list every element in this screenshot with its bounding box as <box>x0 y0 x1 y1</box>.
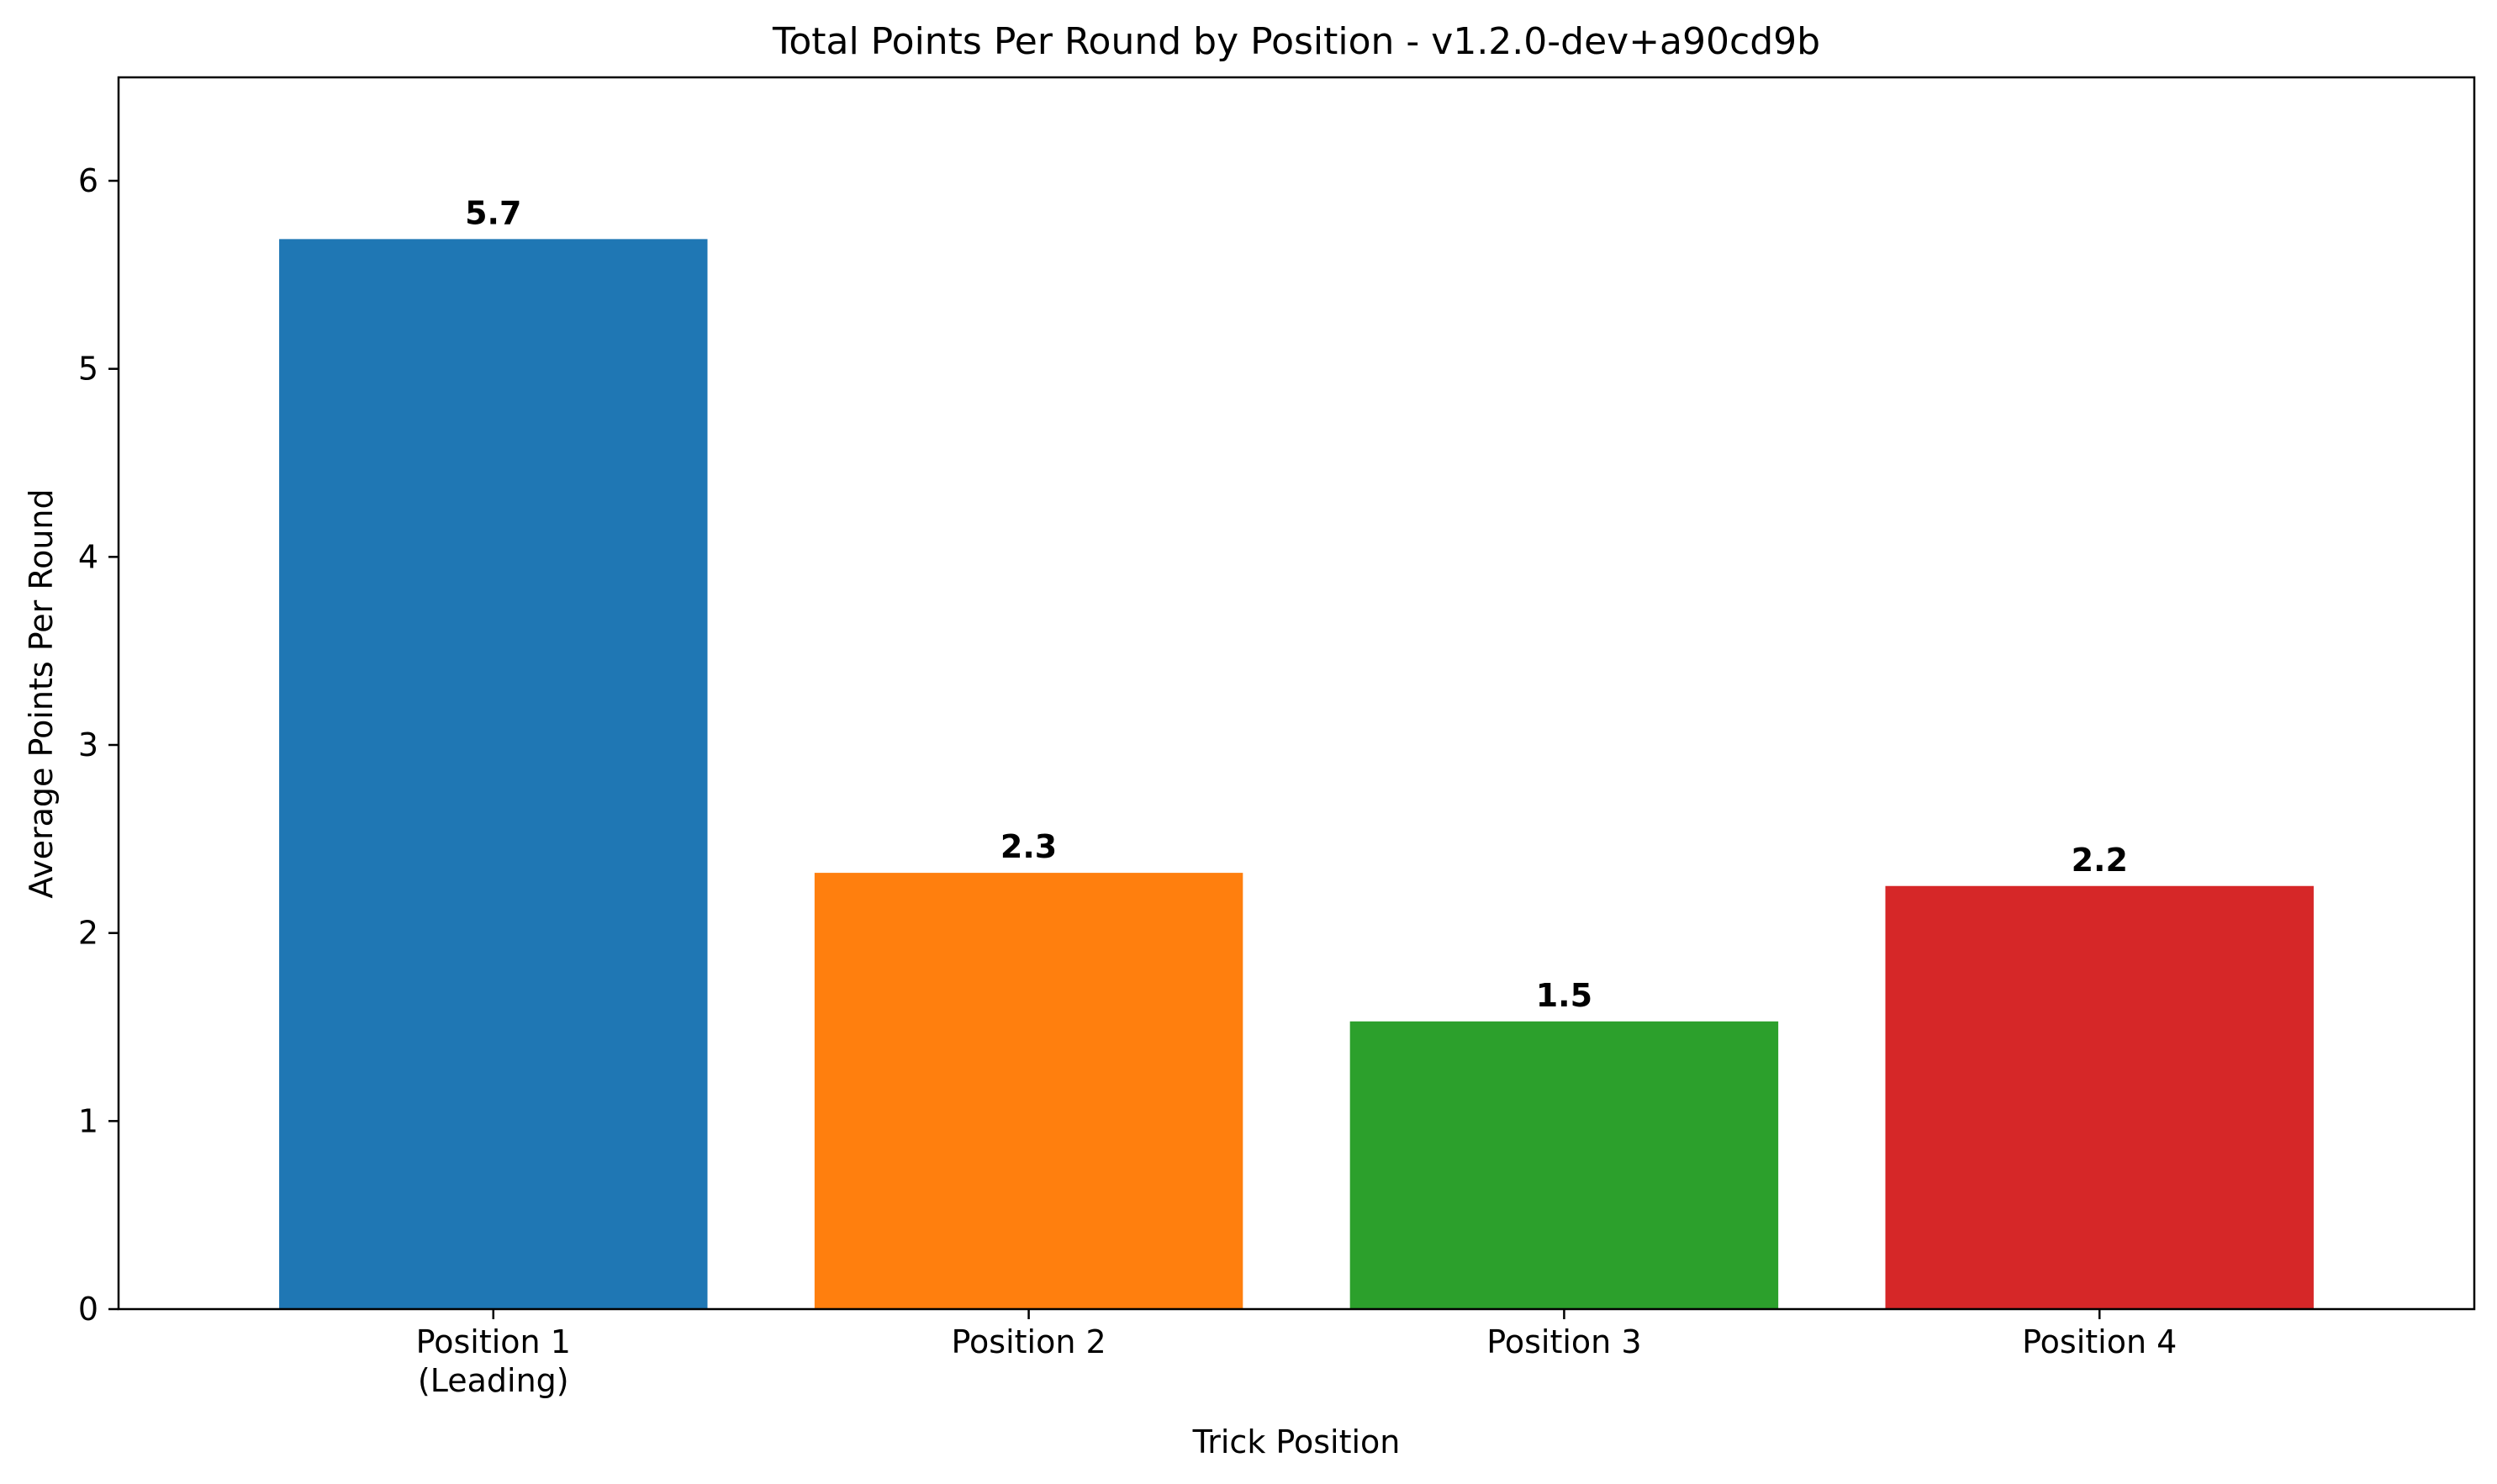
x-axis-label: Trick Position <box>1192 1423 1401 1460</box>
x-tick-label-1: Position 1 <box>416 1323 571 1360</box>
y-tick-label-0: 0 <box>78 1291 98 1328</box>
y-tick-label-1: 1 <box>78 1102 98 1139</box>
x-axis: Position 1(Leading) Position 2 Position 3 P… <box>416 1309 2177 1399</box>
bar-value-label-3: 1.5 <box>1536 977 1592 1014</box>
bar-value-label-1: 5.7 <box>465 194 521 231</box>
x-tick-label-3: Position 3 <box>1486 1323 1641 1360</box>
bar-2 <box>814 873 1243 1309</box>
bar-4 <box>1885 885 2314 1309</box>
y-tick-label-4: 4 <box>78 538 98 575</box>
value-labels-group: 5.7 2.3 1.5 2.2 <box>465 194 2128 1013</box>
y-tick-label-2: 2 <box>78 915 98 952</box>
y-tick-label-6: 6 <box>78 162 98 199</box>
y-axis-label: Average Points Per Round <box>23 489 60 898</box>
chart-title: Total Points Per Round by Position - v1.… <box>772 20 1820 63</box>
y-tick-label-3: 3 <box>78 726 98 763</box>
y-axis: 0 1 2 3 4 5 6 <box>78 162 119 1328</box>
bar-3 <box>1349 1021 1779 1309</box>
x-tick-label-2: Position 2 <box>951 1323 1106 1360</box>
bar-value-label-2: 2.3 <box>1000 828 1057 865</box>
bar-value-label-4: 2.2 <box>2072 842 2128 879</box>
y-tick-label-5: 5 <box>78 351 98 388</box>
x-tick-label-1-line-2: (Leading) <box>418 1362 569 1399</box>
bars-group <box>279 239 2314 1310</box>
x-tick-label-4: Position 4 <box>2022 1323 2177 1360</box>
plot-frame <box>117 76 2476 1311</box>
bar-1 <box>279 239 708 1310</box>
